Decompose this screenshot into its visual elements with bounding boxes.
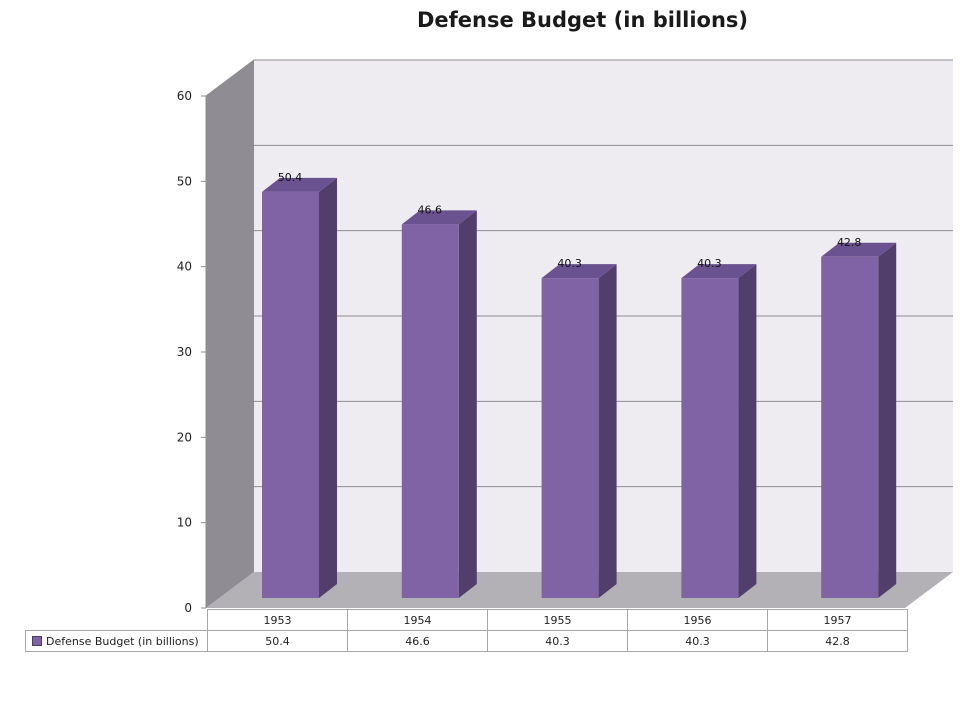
table-header-row: 1953 1954 1955 1956 1957 xyxy=(25,609,908,631)
table-header-1955: 1955 xyxy=(487,609,628,631)
table-header-1954: 1954 xyxy=(347,609,488,631)
legend-entry: Defense Budget (in billions) xyxy=(25,630,208,652)
table-header-1953: 1953 xyxy=(207,609,348,631)
gridline-40 xyxy=(205,230,953,268)
bar-front-1953 xyxy=(262,191,319,599)
table-cell-1956: 40.3 xyxy=(627,630,768,652)
y-tick-label-30: 30 xyxy=(177,345,192,359)
table-header-1957: 1957 xyxy=(767,609,908,631)
y-axis: 0 10 20 30 40 50 60 xyxy=(177,89,207,615)
table-cell-1953: 50.4 xyxy=(207,630,348,652)
bar-top-1957 xyxy=(821,242,897,257)
legend-key xyxy=(32,635,42,646)
bar-top-1954 xyxy=(401,210,477,225)
bar-front-1957 xyxy=(821,256,879,598)
chart-title: Defense Budget (in billions) xyxy=(416,8,749,32)
y-tick-label-60: 60 xyxy=(177,89,192,103)
bar-1957 xyxy=(821,242,897,599)
gridline-60 xyxy=(205,59,953,97)
data-label-1957: 42.8 xyxy=(837,236,862,249)
y-tick-label-20: 20 xyxy=(177,430,192,444)
bar-side-1955 xyxy=(598,264,617,598)
bar-front-1955 xyxy=(541,278,599,598)
data-labels: 50.4 46.6 40.3 40.3 42.8 xyxy=(278,171,862,270)
y-tick-label-0: 0 xyxy=(184,601,192,615)
bar-side-1953 xyxy=(319,177,337,599)
bar-top-1955 xyxy=(541,264,617,279)
gridline-50 xyxy=(205,144,953,182)
bars xyxy=(262,177,897,599)
table-row: Defense Budget (in billions) 50.4 46.6 4… xyxy=(25,630,908,652)
bar-side-1957 xyxy=(878,242,897,599)
bar-side-1954 xyxy=(458,210,477,598)
bar-front-1954 xyxy=(401,224,459,598)
bar-1956 xyxy=(681,264,757,598)
table-header-1956: 1956 xyxy=(627,609,768,631)
table-corner xyxy=(25,609,208,631)
y-tick-label-10: 10 xyxy=(177,516,192,530)
data-label-1956: 40.3 xyxy=(697,257,722,270)
data-table: 1953 1954 1955 1956 1957 Defense Budget … xyxy=(25,609,908,652)
table-cell-1954: 46.6 xyxy=(347,630,488,652)
bar-1954 xyxy=(401,210,477,598)
bar-side-1956 xyxy=(738,264,757,598)
bar-top-1953 xyxy=(262,177,337,192)
data-label-1955: 40.3 xyxy=(557,257,582,270)
data-label-1953: 50.4 xyxy=(278,171,303,184)
table-cell-1955: 40.3 xyxy=(487,630,628,652)
bar-1953 xyxy=(262,177,337,599)
bar-front-1956 xyxy=(681,278,739,598)
table-cell-1957: 42.8 xyxy=(767,630,908,652)
legend-label: Defense Budget (in billions) xyxy=(46,634,199,648)
bar-1955 xyxy=(541,264,617,598)
data-label-1954: 46.6 xyxy=(418,203,443,216)
bar-top-1956 xyxy=(681,264,757,279)
y-tick-label-50: 50 xyxy=(177,174,192,188)
y-tick-label-40: 40 xyxy=(177,260,192,274)
